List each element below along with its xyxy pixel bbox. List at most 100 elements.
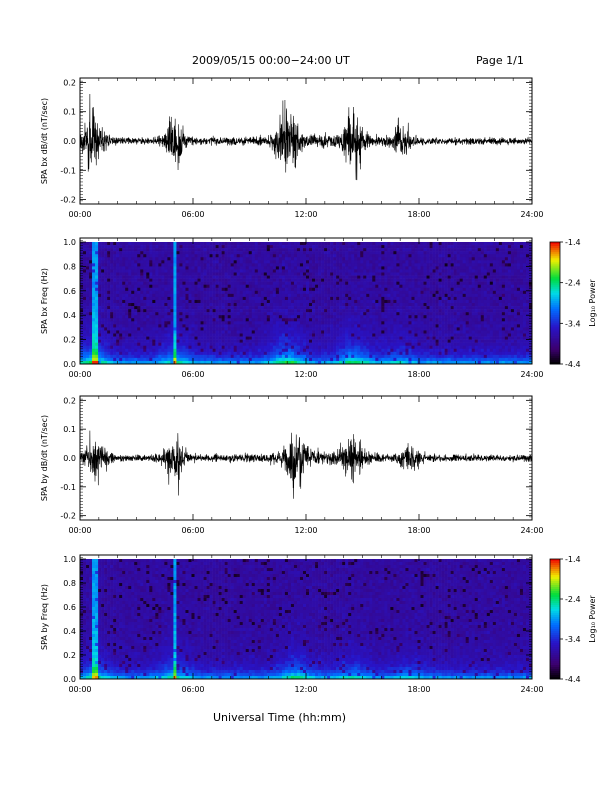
spectrogram-cell	[236, 321, 240, 325]
spectrogram-cell	[137, 284, 141, 289]
spectrogram-cell	[387, 251, 391, 255]
spectrogram-cell	[402, 339, 406, 343]
spectrogram-cell	[348, 278, 352, 282]
spectrogram-cell	[266, 330, 271, 334]
spectrogram-cell	[230, 306, 234, 310]
spectrogram-cell	[206, 266, 210, 270]
spectrogram-cell	[366, 339, 370, 343]
spectrogram-cell	[426, 309, 430, 313]
spectrogram-cell	[306, 333, 310, 337]
spectrogram-cell	[399, 299, 403, 304]
spectrogram-cell	[269, 330, 274, 334]
spectrogram-cell	[339, 251, 343, 255]
spectrogram-cell	[227, 260, 231, 264]
spectrogram-cell	[221, 293, 225, 298]
spectrogram-cell	[170, 296, 174, 301]
spectrogram-cell	[155, 351, 159, 356]
spectrogram-cell	[378, 348, 382, 353]
spectrogram-cell	[333, 251, 337, 255]
spectrogram-cell	[281, 263, 286, 267]
spectrogram-cell	[281, 303, 286, 307]
spectrogram-cell	[242, 299, 247, 304]
spectrogram-cell	[260, 360, 265, 365]
spectrogram-cell	[351, 266, 355, 270]
spectrogram-cell	[155, 263, 159, 267]
spectrogram-cell	[402, 330, 406, 334]
spectrogram-cell	[417, 266, 421, 270]
spectrogram-cell	[293, 248, 298, 252]
spectrogram-cell	[170, 342, 174, 346]
spectrogram-cell	[309, 293, 313, 298]
spectrogram-cell	[206, 296, 210, 301]
spectrogram-cell	[360, 333, 364, 337]
spectrogram-cell	[360, 245, 364, 249]
spectrogram-cell	[306, 345, 310, 350]
spectrogram-cell	[113, 260, 117, 264]
spectrogram-cell	[435, 327, 439, 331]
spectrogram-cell	[408, 315, 412, 319]
spectrogram-cell	[224, 330, 228, 334]
spectrogram-cell	[384, 284, 388, 289]
spectrogram-cell	[254, 287, 259, 292]
spectrogram-cell	[333, 357, 337, 362]
spectrogram-cell	[299, 318, 304, 322]
spectrogram-cell	[411, 269, 415, 273]
spectrogram-cell	[209, 339, 213, 343]
spectrogram-cell	[98, 242, 102, 246]
spectrogram-cell	[414, 330, 418, 334]
spectrogram-cell	[209, 293, 213, 298]
spectrogram-cell	[152, 303, 156, 307]
spectrogram-cell	[414, 306, 418, 310]
spectrogram-cell	[263, 296, 268, 301]
spectrogram-cell	[435, 333, 439, 337]
spectrogram-cell	[206, 263, 210, 267]
spectrogram-cell	[239, 287, 244, 292]
spectrogram-cell	[170, 269, 174, 273]
spectrogram-cell	[89, 327, 93, 331]
spectrogram-cell	[278, 324, 283, 328]
spectrogram-cell	[128, 315, 132, 319]
spectrogram-cell	[345, 269, 349, 273]
spectrogram-cell	[275, 360, 280, 365]
spectrogram-cell	[324, 275, 328, 279]
spectrogram-cell	[86, 360, 90, 365]
spectrogram-cell	[438, 327, 442, 331]
spectrogram-cell	[197, 336, 201, 340]
spectrogram-cell	[131, 263, 135, 267]
spectrogram-cell	[299, 272, 304, 276]
spectrogram-cell	[414, 339, 418, 343]
spectrogram-cell	[351, 345, 355, 350]
spectrogram-cell	[248, 360, 253, 365]
spectrogram-cell	[245, 296, 250, 301]
spectrogram-cell	[197, 303, 201, 307]
spectrogram-cell	[113, 245, 117, 249]
spectrogram-cell	[164, 333, 168, 337]
spectrogram-cell	[287, 333, 292, 337]
spectrogram-cell	[263, 293, 268, 298]
spectrogram-cell	[336, 272, 340, 276]
spectrogram-cell	[438, 333, 442, 337]
spectrogram-cell	[378, 357, 382, 362]
spectrogram-cell	[194, 342, 198, 346]
spectrogram-cell	[110, 260, 114, 264]
spectrogram-cell	[143, 345, 147, 350]
spectrogram-cell	[327, 330, 331, 334]
spectrogram-cell	[98, 251, 102, 255]
spectrogram-cell	[435, 357, 439, 362]
spectrogram-cell	[381, 260, 385, 264]
spectrogram-cell	[420, 357, 424, 362]
spectrogram-cell	[381, 299, 385, 304]
spectrogram-cell	[233, 242, 237, 246]
spectrogram-cell	[260, 275, 265, 279]
spectrogram-cell	[306, 272, 310, 276]
spectrogram-cell	[369, 284, 373, 289]
spectrogram-cell	[254, 345, 259, 350]
spectrogram-cell	[128, 299, 132, 304]
spectrogram-cell	[429, 257, 433, 261]
spectrogram-cell	[372, 306, 376, 310]
spectrogram-cell	[321, 290, 325, 295]
spectrogram-cell	[429, 336, 433, 340]
spectrogram-cell	[143, 336, 147, 340]
spectrogram-cell	[299, 333, 304, 337]
spectrogram-cell	[164, 278, 168, 282]
